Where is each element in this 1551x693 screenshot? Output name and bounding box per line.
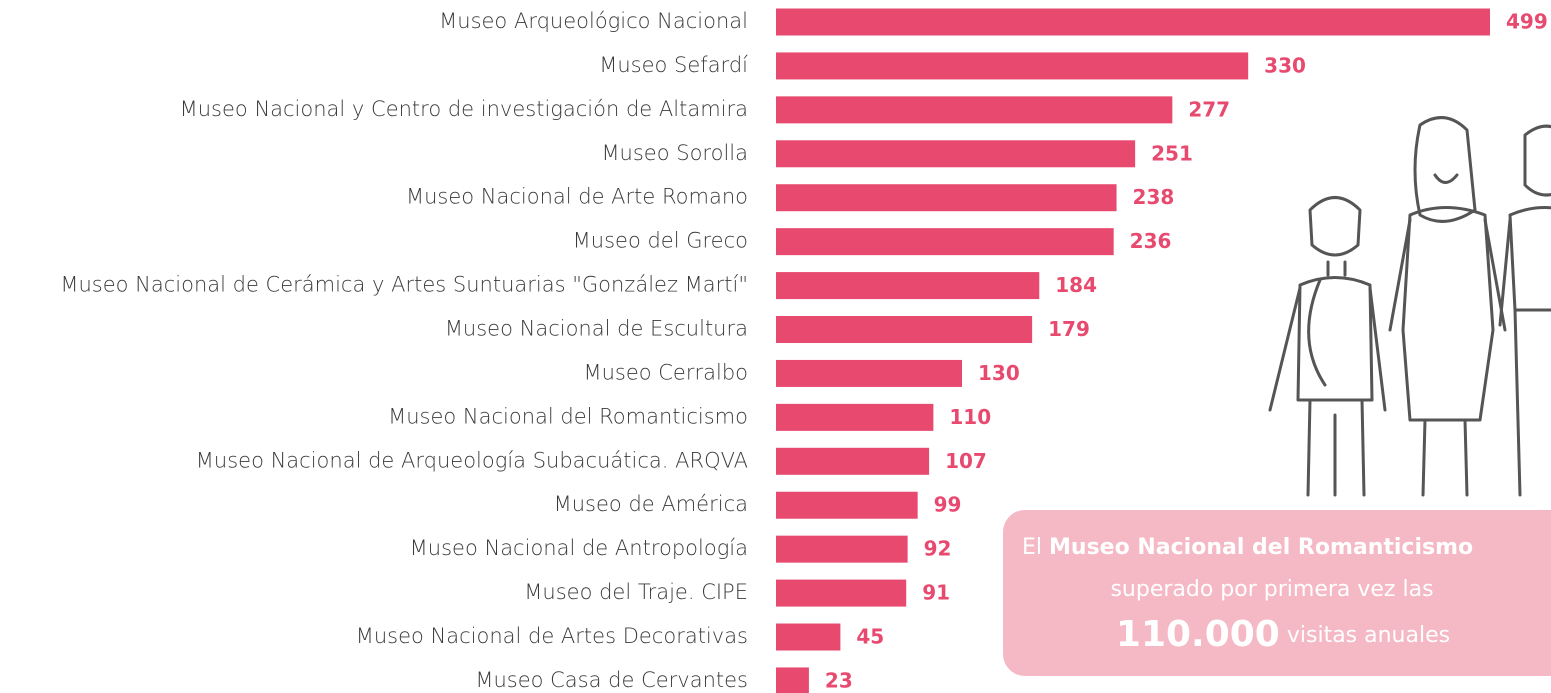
value-label: 499 [1506,10,1548,34]
bar [776,359,963,387]
category-label: Museo Sefardí [599,53,748,77]
annotation-suffix: visitas anuales [1287,623,1450,648]
bar [776,403,934,431]
bar [776,447,930,475]
value-label: 91 [922,581,950,605]
bar [776,316,1033,344]
annotation: El Museo Nacional del Romanticismo super… [1003,510,1551,676]
value-label: 330 [1264,53,1306,77]
bar [776,184,1117,212]
bar [776,52,1249,80]
bar [776,140,1136,168]
value-label: 179 [1048,317,1090,341]
annotation-number: 110.000 [1116,614,1280,655]
value-label: 23 [825,668,853,692]
category-label: Museo Nacional de Escultura [445,317,748,341]
annotation-prefix: El [1022,535,1042,560]
value-label: 110 [949,405,991,429]
category-label: Museo Sorolla [601,141,748,165]
category-label: Museo del Greco [573,229,748,253]
bar [776,579,907,607]
annotation-line2: superado por primera vez las [1110,577,1433,602]
annotation-line1: El Museo Nacional del Romanticismo [1022,535,1473,560]
illustration [1268,116,1551,497]
annotation-line3: 110.000 visitas anuales [1116,614,1450,655]
category-label: Museo Nacional de Antropología [410,536,748,560]
value-label: 251 [1151,141,1193,165]
category-label: Museo Casa de Cervantes [475,668,748,692]
value-label: 238 [1133,185,1175,209]
value-label: 99 [934,493,962,517]
category-label: Museo Nacional de Arqueología Subacuátic… [196,448,748,472]
category-label: Museo Arqueológico Nacional [439,9,748,33]
value-label: 130 [978,361,1020,385]
value-label: 92 [924,537,952,561]
annotation-box [1003,510,1551,676]
category-label: Museo Cerralbo [583,360,748,384]
value-label: 277 [1188,97,1230,121]
category-label: Museo Nacional y Centro de investigación… [180,97,748,121]
value-label: 107 [945,449,987,473]
category-label: Museo Nacional de Artes Decorativas [356,624,748,648]
annotation-highlight: Museo Nacional del Romanticismo [1049,535,1473,560]
category-label: Museo Nacional de Cerámica y Artes Suntu… [60,273,748,297]
bar [776,228,1114,256]
category-label: Museo del Traje. CIPE [524,580,748,604]
value-label: 236 [1130,229,1172,253]
bar [776,8,1490,36]
value-label: 184 [1055,273,1097,297]
category-label: Museo Nacional de Arte Romano [406,185,748,209]
value-label: 45 [856,625,884,649]
bar [776,623,841,651]
category-label: Museo de América [554,492,748,516]
bar [776,491,918,519]
bar [776,667,809,693]
bar [776,96,1173,124]
bar [776,535,908,563]
bar [776,272,1040,300]
category-label: Museo Nacional del Romanticismo [388,404,748,428]
